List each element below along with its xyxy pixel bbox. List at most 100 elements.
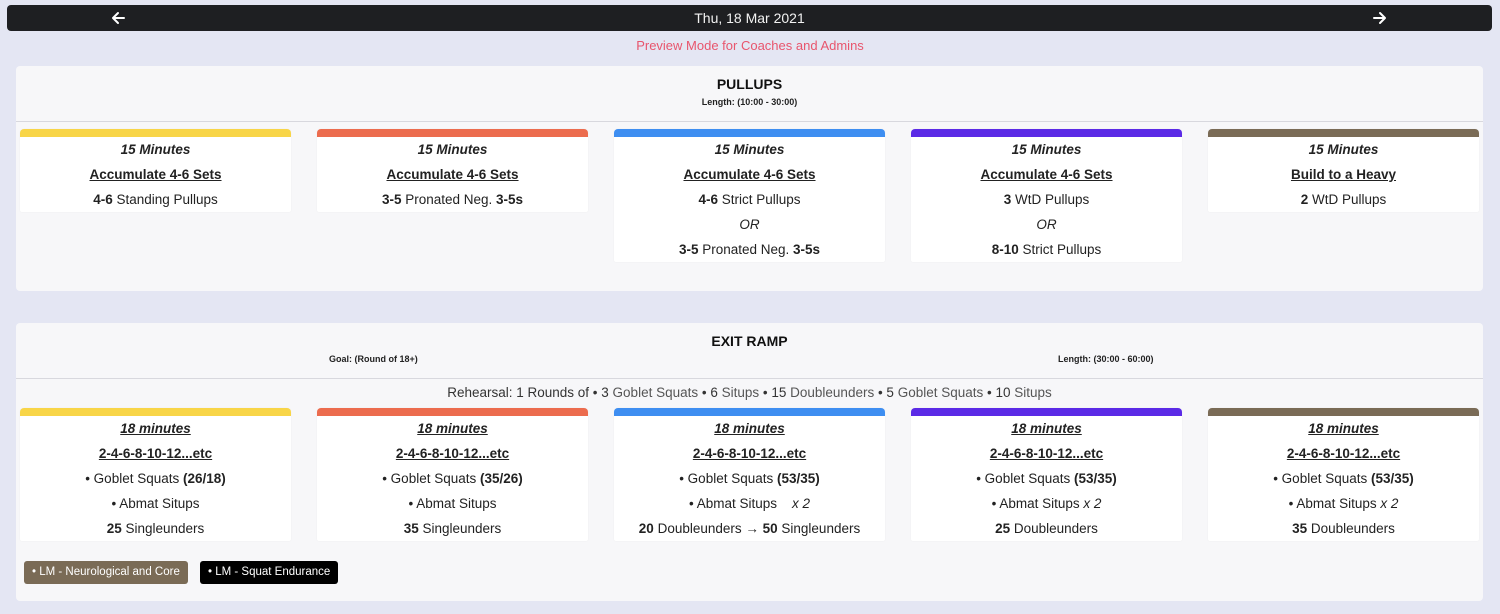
card-scheme: Accumulate 4-6 Sets bbox=[683, 167, 816, 182]
rehearsal-movement: Situps bbox=[721, 385, 760, 400]
level-color-bar bbox=[1208, 129, 1479, 137]
arrow-right-icon bbox=[1373, 12, 1386, 24]
movement: Standing Pullups bbox=[112, 192, 218, 207]
tag-squat-endurance[interactable]: • LM - Squat Endurance bbox=[200, 561, 339, 584]
movement: • Abmat Situps bbox=[111, 496, 200, 511]
rehearsal-movement: Situps bbox=[1014, 385, 1052, 400]
reps: 35 bbox=[403, 521, 419, 536]
card-scheme: Build to a Heavy bbox=[1290, 167, 1397, 182]
pullups-card-3[interactable]: 15 Minutes Accumulate 4-6 Sets 4-6 Stric… bbox=[614, 129, 885, 262]
load: (53/35) bbox=[1371, 471, 1414, 486]
section-length: Length: (30:00 - 60:00) bbox=[1058, 354, 1154, 364]
load: (53/35) bbox=[777, 471, 820, 486]
exit-ramp-section: EXIT RAMP Goal: (Round of 18+) Length: (… bbox=[16, 323, 1483, 601]
prev-day-button[interactable] bbox=[103, 5, 133, 31]
rehearsal-count: • 5 bbox=[874, 385, 898, 400]
section-length: Length: (10:00 - 30:00) bbox=[701, 97, 798, 107]
current-date: Thu, 18 Mar 2021 bbox=[694, 10, 805, 26]
movement: Strict Pullups bbox=[717, 192, 801, 207]
level-color-bar bbox=[20, 408, 291, 416]
multiplier: x 2 bbox=[1380, 496, 1399, 511]
movement: Doubleunders bbox=[1010, 521, 1098, 536]
movement: • Goblet Squats bbox=[382, 471, 480, 486]
pullups-section: PULLUPS Length: (10:00 - 30:00) 15 Minut… bbox=[16, 66, 1483, 291]
tag-neurological-core[interactable]: • LM - Neurological and Core bbox=[24, 561, 188, 584]
load: (35/26) bbox=[480, 471, 523, 486]
rehearsal-count: • 15 bbox=[759, 385, 791, 400]
movement: • Goblet Squats bbox=[1273, 471, 1371, 486]
movement-line: 8-10 Strict Pullups bbox=[911, 237, 1182, 262]
next-day-button[interactable] bbox=[1365, 5, 1395, 31]
movement: WtD Pullups bbox=[1011, 192, 1090, 207]
movement: Singleunders bbox=[777, 521, 861, 536]
load: (26/18) bbox=[183, 471, 226, 486]
load: (53/35) bbox=[1074, 471, 1117, 486]
movement: • Abmat Situps bbox=[991, 496, 1080, 511]
movement: • Abmat Situps bbox=[1288, 496, 1377, 511]
movement-line: • Abmat Situps bbox=[20, 491, 291, 516]
card-scheme: Accumulate 4-6 Sets bbox=[980, 167, 1113, 182]
exit-ramp-card-4[interactable]: 18 minutes 2-4-6-8-10-12...etc • Goblet … bbox=[911, 408, 1182, 541]
rehearsal-movement: Goblet Squats bbox=[612, 385, 699, 400]
pullups-card-1[interactable]: 15 Minutes Accumulate 4-6 Sets 4-6 Stand… bbox=[20, 129, 291, 212]
exit-ramp-card-1[interactable]: 18 minutes 2-4-6-8-10-12...etc • Goblet … bbox=[20, 408, 291, 541]
movement-line: 20 Doubleunders → 50 Singleunders bbox=[614, 516, 885, 541]
preview-mode-notice: Preview Mode for Coaches and Admins bbox=[636, 38, 864, 53]
movement: • Goblet Squats bbox=[85, 471, 183, 486]
card-time: 15 Minutes bbox=[714, 142, 785, 157]
movement: Singleunders bbox=[121, 521, 205, 536]
section-goal: Goal: (Round of 18+) bbox=[329, 354, 418, 364]
level-color-bar bbox=[911, 408, 1182, 416]
reps: 25 bbox=[995, 521, 1011, 536]
exit-ramp-card-3[interactable]: 18 minutes 2-4-6-8-10-12...etc • Goblet … bbox=[614, 408, 885, 541]
reps: 4-6 bbox=[698, 192, 718, 207]
reps: 3-5 bbox=[678, 242, 699, 257]
rehearsal-count: • 6 bbox=[698, 385, 722, 400]
section-title: PULLUPS bbox=[716, 76, 783, 92]
movement-line: • Goblet Squats (35/26) bbox=[317, 466, 588, 491]
movement-line: 4-6 Standing Pullups bbox=[20, 187, 291, 212]
card-scheme: 2-4-6-8-10-12...etc bbox=[1286, 446, 1401, 461]
pullups-header: PULLUPS Length: (10:00 - 30:00) bbox=[16, 66, 1483, 122]
pullups-card-2[interactable]: 15 Minutes Accumulate 4-6 Sets 3-5 Prona… bbox=[317, 129, 588, 212]
level-color-bar bbox=[20, 129, 291, 137]
movement-line: • Goblet Squats (53/35) bbox=[911, 466, 1182, 491]
or-divider: OR bbox=[1036, 217, 1057, 232]
movement-line: • Abmat Situps x 2 bbox=[614, 491, 885, 516]
movement-line: 3 WtD Pullups bbox=[911, 187, 1182, 212]
level-color-bar bbox=[317, 408, 588, 416]
or-divider: OR bbox=[739, 217, 760, 232]
card-time: 15 Minutes bbox=[120, 142, 191, 157]
movement-line: • Goblet Squats (53/35) bbox=[1208, 466, 1479, 491]
multiplier: x 2 bbox=[1083, 496, 1102, 511]
card-scheme: 2-4-6-8-10-12...etc bbox=[692, 446, 807, 461]
movement-line: 25 Singleunders bbox=[20, 516, 291, 541]
card-scheme: Accumulate 4-6 Sets bbox=[386, 167, 519, 182]
card-time: 18 minutes bbox=[417, 421, 488, 436]
card-time: 18 minutes bbox=[1308, 421, 1379, 436]
rehearsal-line: Rehearsal: 1 Rounds of • 3 Goblet Squats… bbox=[16, 385, 1483, 400]
level-color-bar bbox=[1208, 408, 1479, 416]
card-scheme: 2-4-6-8-10-12...etc bbox=[98, 446, 213, 461]
movement-line: • Goblet Squats (26/18) bbox=[20, 466, 291, 491]
movement: Pronated Neg. bbox=[401, 192, 497, 207]
reps: 3-5 bbox=[381, 192, 402, 207]
movement: • Goblet Squats bbox=[976, 471, 1074, 486]
movement: • Abmat Situps bbox=[408, 496, 497, 511]
card-scheme: Accumulate 4-6 Sets bbox=[89, 167, 222, 182]
exit-ramp-card-5[interactable]: 18 minutes 2-4-6-8-10-12...etc • Goblet … bbox=[1208, 408, 1479, 541]
card-scheme: 2-4-6-8-10-12...etc bbox=[395, 446, 510, 461]
reps: 2 bbox=[1300, 192, 1309, 207]
reps: 8-10 bbox=[991, 242, 1019, 257]
movement-line: • Abmat Situps bbox=[317, 491, 588, 516]
exit-ramp-card-2[interactable]: 18 minutes 2-4-6-8-10-12...etc • Goblet … bbox=[317, 408, 588, 541]
level-color-bar bbox=[317, 129, 588, 137]
movement: Strict Pullups bbox=[1018, 242, 1102, 257]
level-color-bar bbox=[614, 129, 885, 137]
pullups-card-4[interactable]: 15 Minutes Accumulate 4-6 Sets 3 WtD Pul… bbox=[911, 129, 1182, 262]
movement-line: • Goblet Squats (53/35) bbox=[614, 466, 885, 491]
movement-line: 35 Doubleunders bbox=[1208, 516, 1479, 541]
pullups-card-5[interactable]: 15 Minutes Build to a Heavy 2 WtD Pullup… bbox=[1208, 129, 1479, 212]
rehearsal-movement: Goblet Squats bbox=[897, 385, 984, 400]
card-time: 15 Minutes bbox=[417, 142, 488, 157]
